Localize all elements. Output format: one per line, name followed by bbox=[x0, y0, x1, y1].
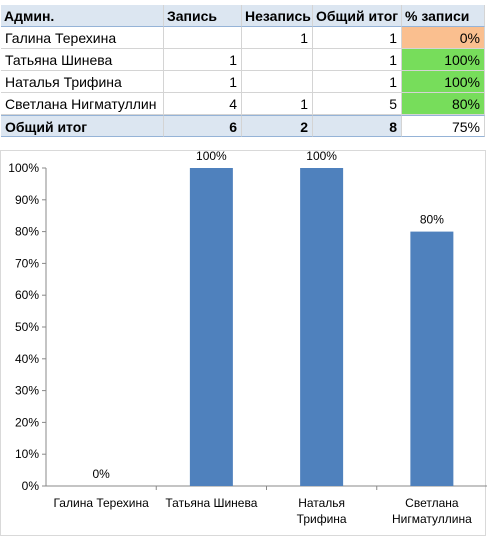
header-admin: Админ. bbox=[1, 5, 164, 27]
cell-zapis bbox=[164, 27, 242, 49]
bar-chart-canvas: 0% 10% 20% 30% 40% 50% 60% 70% 80% 90% 100% 0% Галин… bbox=[8, 151, 487, 526]
cell-zapis: 1 bbox=[164, 71, 242, 93]
y-tick-label: 90% bbox=[15, 193, 39, 207]
cell-nezapis bbox=[242, 71, 313, 93]
bar bbox=[410, 231, 454, 486]
cell-nezapis bbox=[242, 49, 313, 71]
data-label: 0% bbox=[92, 467, 110, 481]
header-total: Общий итог bbox=[313, 5, 402, 27]
cell-percent: 100% bbox=[402, 71, 485, 93]
table-row: Наталья Трифина 1 1 100% bbox=[1, 71, 485, 93]
cell-name: Татьяна Шинева bbox=[1, 49, 164, 71]
cell-percent: 0% bbox=[402, 27, 485, 49]
table-total-row: Общий итог 6 2 8 75% bbox=[1, 115, 485, 137]
cell-percent: 100% bbox=[402, 49, 485, 71]
x-tick-label: Нигматуллина bbox=[392, 512, 472, 526]
cell-total: 1 bbox=[313, 27, 402, 49]
cell-total: 5 bbox=[313, 93, 402, 115]
total-percent: 75% bbox=[402, 115, 485, 137]
cell-total: 1 bbox=[313, 71, 402, 93]
header-nezapis: Незапись bbox=[242, 5, 313, 27]
x-tick-label: Наталья bbox=[298, 496, 345, 510]
total-total: 8 bbox=[313, 115, 402, 137]
data-label: 100% bbox=[196, 151, 227, 163]
cell-zapis: 4 bbox=[164, 93, 242, 115]
total-zapis: 6 bbox=[164, 115, 242, 137]
cell-name: Галина Терехина bbox=[1, 27, 164, 49]
x-tick-label: Светлана bbox=[405, 496, 459, 510]
data-label: 80% bbox=[420, 213, 444, 227]
header-zapis: Запись bbox=[164, 5, 242, 27]
x-tick-label: Галина Терехина bbox=[53, 496, 149, 510]
y-tick-label: 50% bbox=[15, 320, 39, 334]
cell-name: Светлана Нигматуллин bbox=[1, 93, 164, 115]
cell-total: 1 bbox=[313, 49, 402, 71]
y-tick-label: 10% bbox=[15, 447, 39, 461]
pivot-table: Админ. Запись Незапись Общий итог % запи… bbox=[1, 5, 485, 139]
x-tick-label: Татьяна Шинева bbox=[165, 496, 257, 510]
y-tick-label: 40% bbox=[15, 352, 39, 366]
table-row: Светлана Нигматуллин 4 1 5 80% bbox=[1, 93, 485, 115]
x-tick-label: Трифина bbox=[297, 512, 347, 526]
bar-chart: 0% 10% 20% 30% 40% 50% 60% 70% 80% 90% 100% 0% Галин… bbox=[0, 150, 487, 536]
y-tick-label: 80% bbox=[15, 225, 39, 239]
table-row: Галина Терехина 1 1 0% bbox=[1, 27, 485, 49]
header-percent: % записи bbox=[402, 5, 485, 27]
data-label: 100% bbox=[306, 151, 337, 163]
total-label: Общий итог bbox=[1, 115, 164, 137]
y-tick-label: 0% bbox=[22, 479, 40, 493]
cell-nezapis: 1 bbox=[242, 93, 313, 115]
bar bbox=[300, 168, 344, 486]
y-tick-label: 30% bbox=[15, 384, 39, 398]
cell-zapis: 1 bbox=[164, 49, 242, 71]
y-tick-label: 100% bbox=[8, 161, 39, 175]
y-tick-label: 70% bbox=[15, 256, 39, 270]
bar bbox=[189, 168, 233, 486]
total-nezapis: 2 bbox=[242, 115, 313, 137]
y-tick-label: 60% bbox=[15, 288, 39, 302]
y-tick-label: 20% bbox=[15, 415, 39, 429]
table-row: Татьяна Шинева 1 1 100% bbox=[1, 49, 485, 71]
cell-percent: 80% bbox=[402, 93, 485, 115]
cell-name: Наталья Трифина bbox=[1, 71, 164, 93]
cell-nezapis: 1 bbox=[242, 27, 313, 49]
table-header-row: Админ. Запись Незапись Общий итог % запи… bbox=[1, 5, 485, 27]
